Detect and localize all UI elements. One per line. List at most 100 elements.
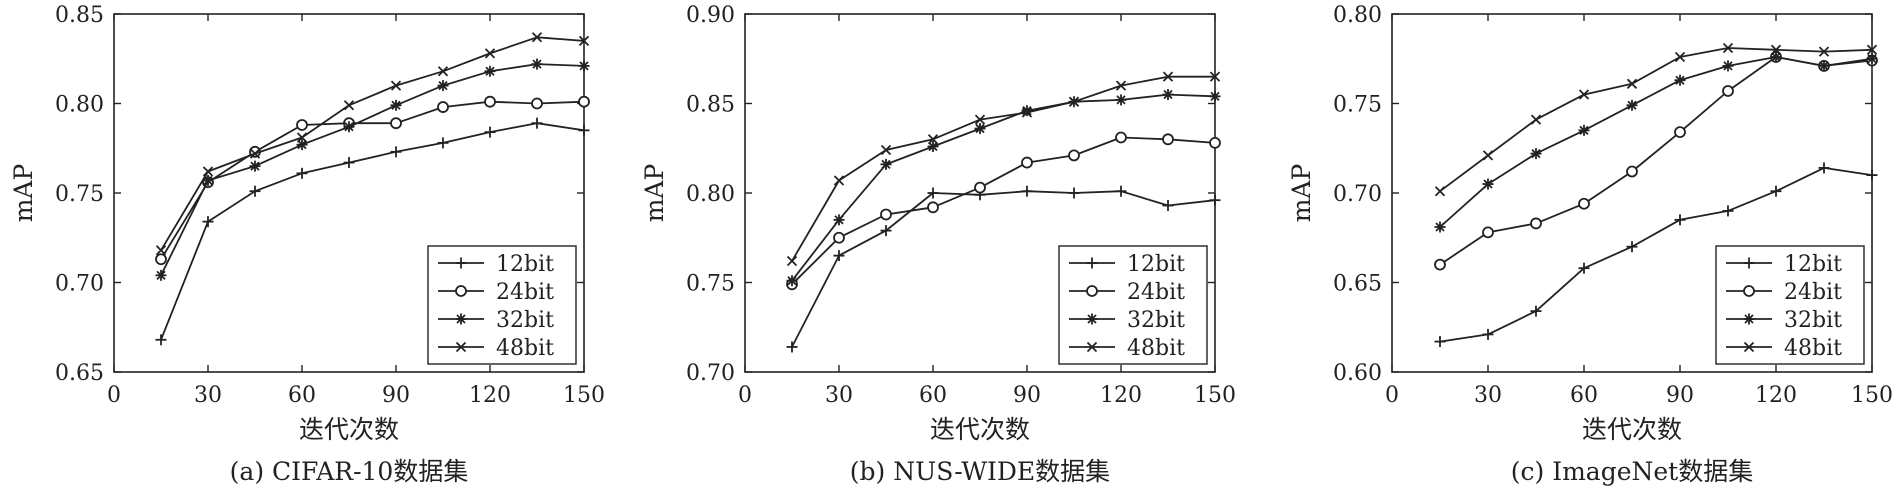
data-point xyxy=(1482,150,1494,161)
data-point xyxy=(1722,60,1734,72)
data-point xyxy=(1578,262,1590,274)
series-32bit xyxy=(155,58,590,281)
data-point xyxy=(1818,60,1830,72)
data-point xyxy=(1021,156,1033,169)
data-point xyxy=(974,114,986,125)
data-point xyxy=(1818,46,1830,57)
data-point xyxy=(833,214,845,226)
x-tick-label: 120 xyxy=(1755,383,1797,408)
data-point xyxy=(390,99,402,111)
data-point xyxy=(296,167,308,179)
legend-marker xyxy=(455,285,467,297)
series-12bit xyxy=(786,185,1221,353)
legend-marker xyxy=(455,313,467,325)
data-point xyxy=(484,48,496,59)
data-point xyxy=(927,201,939,214)
data-point xyxy=(1818,162,1830,174)
chart-caption: (a) CIFAR-10数据集 xyxy=(230,457,469,486)
y-axis-label: mAP xyxy=(640,164,669,223)
chart-panel-1: 0 30 60 90 120 150 0.70 0.75 0.80 0.85 0.90 迭代次数 mAP… xyxy=(640,3,1236,486)
legend: 12bit 24bit 32bit 48bit xyxy=(1715,245,1865,365)
data-point xyxy=(202,174,214,186)
x-tick-label: 60 xyxy=(919,383,947,408)
data-point xyxy=(1434,258,1446,271)
data-point xyxy=(296,119,308,131)
legend-label: 24bit xyxy=(1127,280,1185,305)
y-tick-label: 0.75 xyxy=(686,272,735,297)
y-tick-label: 0.70 xyxy=(55,272,104,297)
y-tick-label: 0.80 xyxy=(1333,3,1382,28)
data-point xyxy=(249,148,261,159)
series-24bit xyxy=(1434,51,1878,271)
y-tick-label: 0.80 xyxy=(55,93,104,118)
data-point xyxy=(390,117,402,130)
chart-caption: (c) ImageNet数据集 xyxy=(1511,457,1753,486)
series-48bit xyxy=(786,71,1221,267)
y-tick-label: 0.60 xyxy=(1333,361,1382,386)
data-point xyxy=(1578,197,1590,210)
data-point xyxy=(1068,96,1080,107)
legend: 12bit 24bit 32bit 48bit xyxy=(427,245,577,365)
data-point xyxy=(1209,90,1221,102)
data-point xyxy=(296,132,308,143)
x-tick-label: 90 xyxy=(1013,383,1041,408)
data-point xyxy=(1115,80,1127,91)
y-tick-label: 0.90 xyxy=(686,3,735,28)
data-point xyxy=(296,139,308,151)
data-point xyxy=(484,126,496,138)
series-24bit xyxy=(786,131,1221,291)
legend-marker xyxy=(1743,285,1755,297)
series-line xyxy=(791,93,1216,282)
data-point xyxy=(1530,148,1542,160)
data-point xyxy=(437,137,449,149)
data-point xyxy=(1578,89,1590,100)
chart-caption: (b) NUS-WIDE数据集 xyxy=(850,457,1110,486)
data-point xyxy=(1434,221,1446,233)
data-point xyxy=(249,185,261,197)
series-line xyxy=(791,136,1216,285)
data-point xyxy=(1770,51,1782,63)
y-tick-label: 0.75 xyxy=(1333,93,1382,118)
x-tick-label: 0 xyxy=(738,383,752,408)
data-point xyxy=(786,341,798,353)
data-point xyxy=(1530,217,1542,230)
x-tick-label: 120 xyxy=(1100,383,1142,408)
data-point xyxy=(1722,42,1734,54)
data-point xyxy=(1162,71,1174,82)
data-point xyxy=(531,58,543,70)
data-point xyxy=(1115,131,1127,144)
series-12bit xyxy=(1434,162,1878,348)
data-point xyxy=(437,80,449,92)
data-point xyxy=(390,146,402,158)
chart-panel-2: 0 30 60 90 120 150 0.60 0.65 0.70 0.75 0.80 迭代次数 mAP… xyxy=(1287,3,1893,486)
data-point xyxy=(1626,99,1638,111)
data-point xyxy=(1482,178,1494,190)
data-point xyxy=(1866,169,1878,181)
data-point xyxy=(880,225,892,237)
legend-label: 48bit xyxy=(1784,336,1842,361)
data-point xyxy=(1866,44,1878,55)
legend-marker xyxy=(1086,341,1098,353)
x-axis-label: 迭代次数 xyxy=(1582,415,1682,444)
data-point xyxy=(484,65,496,77)
data-point xyxy=(1021,185,1033,197)
data-point xyxy=(880,158,892,170)
data-point xyxy=(390,80,402,91)
data-point xyxy=(1209,71,1221,82)
data-point xyxy=(1530,305,1542,317)
data-point xyxy=(155,245,167,256)
x-tick-label: 150 xyxy=(1851,383,1893,408)
data-point xyxy=(1722,85,1734,97)
y-tick-label: 0.70 xyxy=(686,361,735,386)
series-line xyxy=(160,122,585,341)
x-tick-label: 60 xyxy=(1570,383,1598,408)
data-point xyxy=(155,253,167,266)
legend-label: 48bit xyxy=(496,336,554,361)
data-point xyxy=(531,32,543,43)
legend-label: 32bit xyxy=(1127,308,1185,333)
data-point xyxy=(1626,165,1638,178)
data-point xyxy=(786,275,798,287)
x-tick-label: 150 xyxy=(1194,383,1236,408)
legend-marker xyxy=(1743,313,1755,325)
